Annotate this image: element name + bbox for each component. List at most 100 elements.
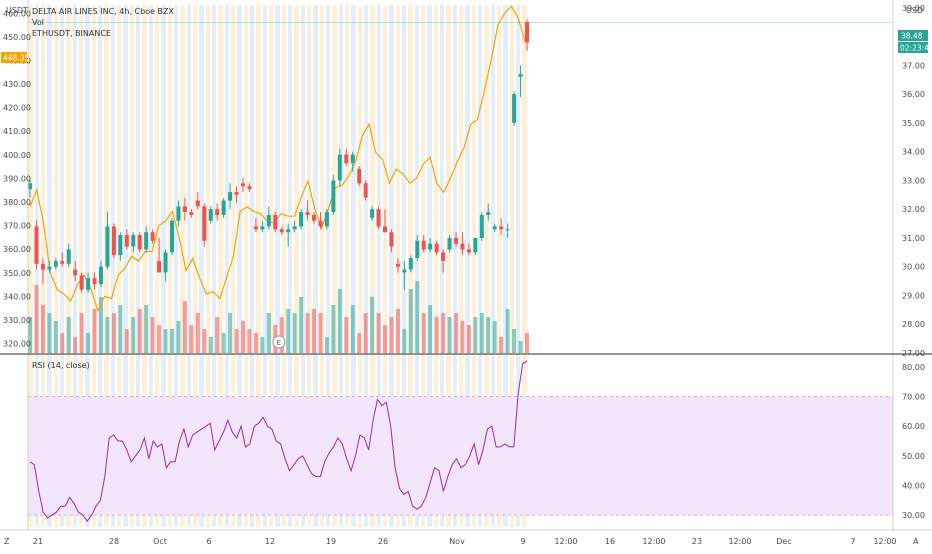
volume-bar [350, 305, 355, 353]
session-stripe [161, 5, 166, 527]
volume-bar [292, 313, 297, 353]
candle-body [66, 249, 71, 264]
volume-bar [221, 333, 226, 353]
session-stripe [465, 5, 470, 527]
time-axis-label: 19 [326, 537, 336, 546]
right-axis-tick: 31.00 [902, 234, 925, 243]
volume-bar [111, 313, 116, 353]
volume-bar [421, 313, 426, 353]
volume-bar [357, 333, 362, 353]
candle-body [266, 214, 271, 227]
session-stripe [339, 5, 343, 527]
left-axis-tick: 330.00 [3, 316, 31, 325]
time-axis-labels[interactable]: 21 28 Oct 6 12 19 26 Nov 9 12:00 16 12:00 23 12:00 Dec… [33, 537, 897, 546]
left-price-tag-text: 448.35 [3, 54, 29, 63]
right-axis-tick: 35.00 [902, 119, 925, 128]
volume-bar [137, 309, 142, 353]
session-stripe [130, 5, 134, 527]
left-axis-tick: 390.00 [3, 174, 31, 183]
candle-body [53, 260, 58, 267]
session-stripe [79, 5, 83, 527]
volume-bar [105, 317, 110, 353]
left-price-tag: 448.35 [1, 52, 29, 63]
candle-body [525, 22, 529, 43]
volume-bar [383, 325, 387, 353]
volume-bar [124, 329, 129, 353]
volume-bar [505, 309, 510, 353]
volume-bars [28, 281, 529, 353]
candle-body [260, 226, 265, 230]
candle-body [215, 209, 220, 215]
volume-bar [447, 317, 452, 353]
candle-body [299, 212, 304, 227]
left-axis-tick: 450.00 [3, 33, 31, 42]
session-stripe [294, 5, 299, 527]
left-axis-tick: 420.00 [3, 104, 31, 113]
session-stripe [28, 5, 33, 527]
volume-bar [331, 305, 336, 353]
volume-bar [86, 333, 91, 353]
volume-bar [389, 317, 394, 353]
volume-bar [195, 313, 200, 353]
candle-body [492, 226, 497, 230]
auto-scale-corner-label[interactable]: A [913, 537, 919, 546]
candle-body [28, 183, 32, 190]
candle-body [505, 229, 510, 231]
candle-body [241, 183, 245, 187]
timezone-corner-label[interactable]: Z [4, 537, 10, 546]
left-axis-tick: 370.00 [3, 222, 31, 231]
candle-body [344, 154, 349, 164]
candle-body [370, 209, 375, 218]
session-stripe [472, 5, 476, 527]
right-price-tag: 38.48 02:23:40 [898, 30, 932, 53]
volume-bar [189, 325, 194, 353]
right-currency-label[interactable]: USD [906, 6, 923, 15]
volume-bar [150, 317, 155, 353]
session-stripe [98, 5, 102, 527]
candle-body [150, 232, 155, 241]
time-axis-label: Dec [776, 537, 791, 546]
rsi-axis-tick: 50.00 [902, 452, 925, 461]
session-stripe [92, 5, 96, 527]
time-axis-label: 6 [206, 537, 211, 546]
session-stripe [282, 5, 286, 527]
session-stripe [142, 5, 147, 527]
candle-body [124, 235, 129, 247]
session-stripe [237, 5, 242, 527]
volume-bar [202, 329, 207, 353]
volume-bar [318, 313, 323, 353]
time-axis-label: 12:00 [642, 537, 665, 546]
volume-bar [92, 309, 97, 353]
session-stripe [351, 5, 356, 527]
session-stripe [358, 5, 362, 527]
session-stripe [522, 5, 527, 527]
left-currency-label[interactable]: USDT [6, 6, 28, 15]
volume-bar [66, 317, 71, 353]
candle-body [60, 260, 65, 264]
candle-body [389, 232, 394, 247]
candle-body [479, 214, 484, 238]
candle-body [253, 226, 258, 230]
candle-body [40, 263, 45, 270]
session-stripe [503, 5, 508, 527]
candle-body [454, 237, 458, 244]
candle-body [34, 226, 39, 264]
session-stripe [111, 5, 115, 527]
volume-bar [247, 329, 252, 353]
eth-usdt-line [29, 5, 526, 313]
legend-rsi: RSI (14, close) [32, 361, 90, 370]
volume-bar [454, 313, 458, 353]
rsi-axis-tick: 80.00 [902, 363, 925, 372]
candle-body [395, 263, 400, 267]
volume-bar [479, 313, 484, 353]
candle-body [312, 214, 316, 221]
time-axis-label: 26 [378, 537, 388, 546]
right-axis-tick: 36.00 [902, 90, 925, 99]
time-axis-label: 28 [109, 537, 119, 546]
candle-body [182, 206, 187, 213]
volume-bar [415, 281, 420, 353]
earnings-marker[interactable]: E [272, 335, 286, 349]
right-axis-tick: 27.00 [902, 349, 925, 358]
